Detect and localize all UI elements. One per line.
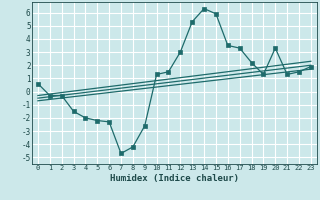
X-axis label: Humidex (Indice chaleur): Humidex (Indice chaleur) xyxy=(110,174,239,183)
